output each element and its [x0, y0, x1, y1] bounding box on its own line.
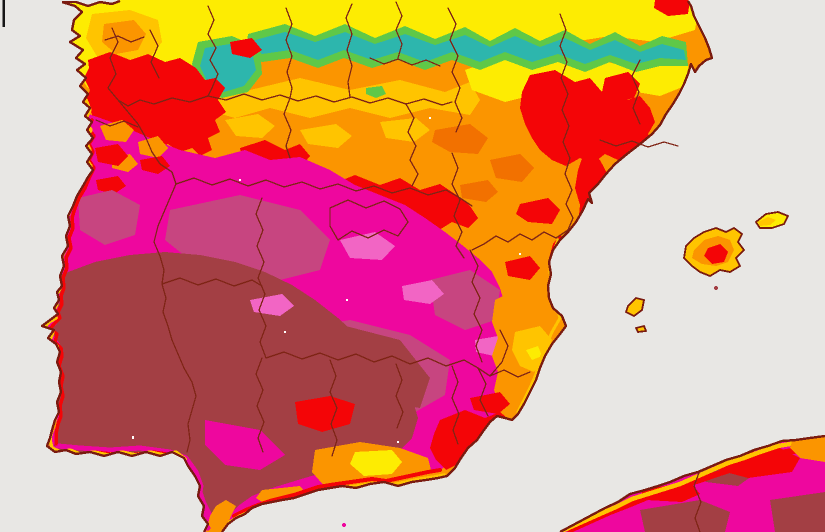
iberia-coast-outline	[40, 0, 714, 532]
cabrera-islet	[714, 286, 718, 290]
formentera-outline	[635, 325, 647, 333]
province-borders	[95, 1, 679, 457]
zone-pink-spots	[250, 232, 506, 356]
zone-amber-meseta-patches	[210, 64, 430, 148]
zone-magenta-guadalquivir	[205, 420, 285, 470]
zone-teal-cantabrian-pyrenees	[252, 32, 686, 64]
balearic-islands	[342, 211, 789, 527]
zone-yellow-se-core	[350, 450, 402, 476]
zone-orange-galicia-core	[102, 20, 146, 54]
alboran-islet	[342, 523, 346, 527]
africa-border-line	[693, 469, 702, 532]
africa-coast-outline	[559, 434, 825, 532]
zone-deep-orange-patches	[432, 124, 534, 202]
zone-green-dot	[366, 86, 386, 98]
zone-red-mottle-nportugal	[95, 144, 170, 194]
africa-maroon-patches	[640, 464, 825, 532]
africa-red-strip	[567, 443, 825, 532]
ibiza-outline	[625, 297, 645, 317]
fringe-magenta-algarve	[55, 443, 211, 531]
africa-amber-fringe	[561, 436, 825, 532]
menorca-amber	[758, 217, 776, 226]
mallorca-outline	[683, 227, 745, 277]
africa-orange-corner	[790, 436, 825, 462]
zone-red-south	[295, 198, 573, 470]
zone-yellow-valencia-dot	[526, 346, 542, 360]
mallorca-red-core	[704, 244, 728, 264]
menorca-outline	[755, 211, 789, 229]
window-edge-artifact	[2, 0, 5, 27]
